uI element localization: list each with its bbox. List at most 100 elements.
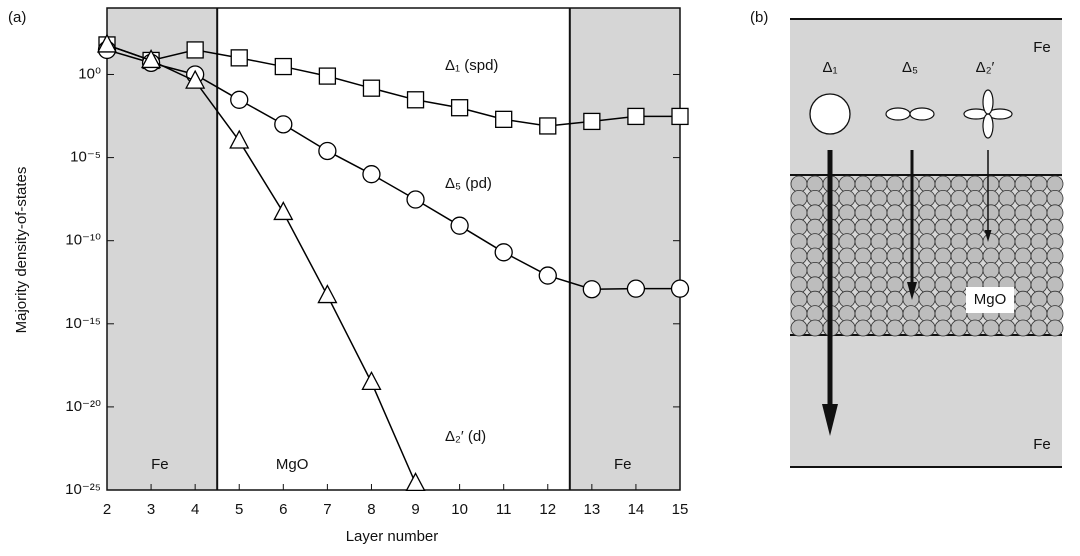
symmetry-label: Δ₂′ bbox=[976, 59, 995, 76]
atom bbox=[950, 204, 968, 222]
atom bbox=[918, 305, 936, 323]
atom bbox=[1014, 218, 1032, 236]
x-tick-label: 15 bbox=[672, 501, 689, 518]
y-tick-label: 10⁻¹⁰ bbox=[65, 232, 101, 249]
region-label: Fe bbox=[151, 456, 169, 473]
atom bbox=[934, 276, 952, 294]
atom bbox=[854, 233, 872, 251]
decay-arrow-head bbox=[822, 404, 838, 436]
atom bbox=[1046, 204, 1064, 222]
atom bbox=[870, 305, 888, 323]
x-tick-label: 8 bbox=[367, 501, 375, 518]
atom bbox=[854, 305, 872, 323]
atom bbox=[918, 319, 936, 337]
x-tick-label: 7 bbox=[323, 501, 331, 518]
atom bbox=[998, 175, 1016, 193]
atom bbox=[838, 189, 856, 207]
atom bbox=[1046, 233, 1064, 251]
atom bbox=[806, 319, 824, 337]
atom bbox=[982, 175, 1000, 193]
atom bbox=[806, 189, 824, 207]
atom bbox=[886, 319, 904, 337]
atom bbox=[982, 247, 1000, 265]
atom bbox=[934, 204, 952, 222]
atom bbox=[790, 189, 808, 207]
atom bbox=[790, 175, 808, 193]
atom bbox=[790, 204, 808, 222]
atom bbox=[1014, 233, 1032, 251]
marker bbox=[186, 41, 204, 59]
atom bbox=[918, 247, 936, 265]
plot-frame bbox=[106, 7, 681, 491]
atom bbox=[950, 305, 968, 323]
atom bbox=[838, 319, 856, 337]
atom bbox=[854, 290, 872, 308]
atom bbox=[806, 276, 824, 294]
atom bbox=[1030, 276, 1048, 294]
marker bbox=[406, 190, 425, 209]
y-axis-label: Majority density-of-states bbox=[13, 167, 30, 334]
symmetry-label: Δ₁ bbox=[822, 59, 837, 76]
x-tick-label: 9 bbox=[411, 501, 419, 518]
atom bbox=[1046, 305, 1064, 323]
atom bbox=[982, 189, 1000, 207]
atom bbox=[838, 276, 856, 294]
atom bbox=[1014, 189, 1032, 207]
marker bbox=[362, 165, 381, 184]
series-label: Δ₁ (spd) bbox=[445, 57, 498, 74]
atom bbox=[806, 218, 824, 236]
atom bbox=[950, 233, 968, 251]
panel-label: (a) bbox=[8, 9, 26, 26]
atom bbox=[870, 319, 888, 337]
atom bbox=[1030, 290, 1048, 308]
atom bbox=[806, 175, 824, 193]
atom bbox=[870, 204, 888, 222]
atom bbox=[886, 218, 904, 236]
marker bbox=[450, 216, 469, 235]
barrier-label: MgO bbox=[974, 291, 1007, 308]
atom bbox=[918, 175, 936, 193]
atom bbox=[854, 247, 872, 265]
marker bbox=[495, 110, 513, 128]
x-tick-label: 12 bbox=[539, 501, 556, 518]
atom bbox=[886, 290, 904, 308]
marker bbox=[538, 266, 557, 285]
marker bbox=[494, 243, 513, 262]
atom bbox=[806, 204, 824, 222]
atom bbox=[790, 261, 808, 279]
atom bbox=[966, 247, 984, 265]
atom bbox=[934, 261, 952, 279]
atom bbox=[950, 218, 968, 236]
atom bbox=[982, 204, 1000, 222]
atom bbox=[870, 290, 888, 308]
mgo-label-box bbox=[966, 287, 1014, 313]
atom bbox=[982, 319, 1000, 337]
atom bbox=[854, 319, 872, 337]
marker bbox=[406, 91, 425, 109]
atom bbox=[1030, 204, 1048, 222]
atom bbox=[966, 233, 984, 251]
atom bbox=[790, 305, 808, 323]
series-label: Δ₅ (pd) bbox=[445, 175, 492, 192]
marker bbox=[582, 280, 601, 299]
delta1-orbital bbox=[809, 93, 851, 135]
atom bbox=[886, 204, 904, 222]
delta5-orbital bbox=[909, 107, 935, 121]
atom bbox=[918, 233, 936, 251]
atom bbox=[1046, 189, 1064, 207]
atom bbox=[966, 175, 984, 193]
atom bbox=[854, 261, 872, 279]
atom bbox=[1030, 319, 1048, 337]
x-tick-label: 10 bbox=[451, 501, 468, 518]
x-tick-label: 2 bbox=[103, 501, 111, 518]
atom bbox=[1046, 218, 1064, 236]
atom bbox=[966, 261, 984, 279]
atom bbox=[1030, 218, 1048, 236]
atom bbox=[918, 276, 936, 294]
panel-label: (b) bbox=[750, 9, 768, 26]
y-tick-label: 10⁻²⁰ bbox=[65, 398, 101, 415]
atom bbox=[1014, 204, 1032, 222]
x-axis-label: Layer number bbox=[346, 528, 439, 545]
atom bbox=[806, 305, 824, 323]
atom bbox=[1014, 305, 1032, 323]
